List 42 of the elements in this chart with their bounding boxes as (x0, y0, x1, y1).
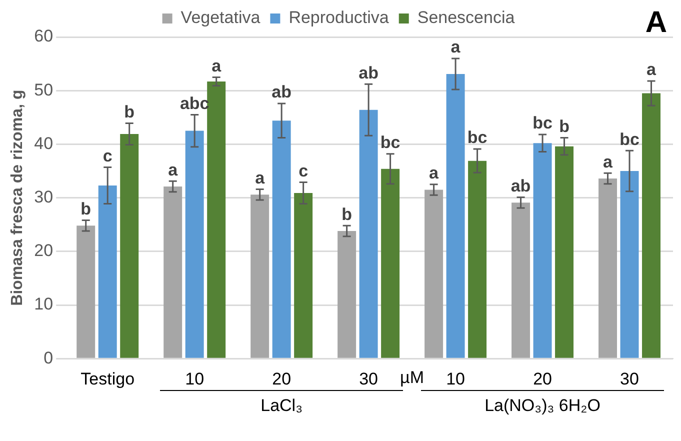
data-label: ab (358, 63, 378, 82)
x-tick-label: 10 (446, 369, 465, 388)
data-label: bc (380, 133, 400, 152)
legend-label: Vegetativa (180, 8, 261, 28)
text: La(NO₃)₃ 6H₂O (484, 396, 600, 416)
data-label: c (102, 146, 112, 166)
y-tick-label: 50 (34, 80, 54, 100)
data-label: c (298, 161, 308, 180)
y-tick-label: 60 (34, 26, 54, 46)
data-label: a (450, 38, 461, 57)
data-label: b (80, 200, 92, 218)
data-label: a (429, 164, 440, 183)
y-tick-label: 40 (34, 134, 54, 153)
x-tick-label: 30 (620, 369, 639, 388)
data-label: a (168, 160, 178, 180)
data-label: a (646, 60, 657, 80)
x-tick-label: Testigo (80, 369, 135, 388)
data-label: b (559, 116, 570, 136)
data-label: bc (467, 128, 488, 148)
data-label: b (342, 204, 352, 224)
data-label: a (212, 56, 222, 76)
data-label: bc (532, 114, 552, 133)
x-tick-label: 10 (185, 369, 204, 388)
y-tick-label: 10 (34, 294, 54, 314)
data-label: ab (510, 176, 531, 196)
data-label: bc (620, 130, 640, 149)
y-axis-title: Biomasa fresca de rizoma, g (9, 90, 26, 306)
legend-label: Reproductiva (288, 8, 390, 28)
data-label: ab (272, 82, 292, 102)
data-label: b (124, 102, 135, 122)
x-tick-label: 20 (533, 369, 552, 388)
data-label: a (255, 168, 266, 188)
text: LaCl₃ (260, 396, 303, 416)
y-tick-label: 0 (44, 348, 54, 368)
y-tick-label: 30 (34, 187, 54, 206)
y-tick-label: 20 (34, 241, 54, 260)
text: µM (400, 368, 424, 388)
x-tick-label: 20 (272, 369, 292, 388)
legend-label: Senescencia (417, 8, 516, 28)
data-label: a (603, 152, 614, 172)
x-tick-label: 30 (359, 369, 378, 388)
chart-title: A (645, 6, 667, 40)
